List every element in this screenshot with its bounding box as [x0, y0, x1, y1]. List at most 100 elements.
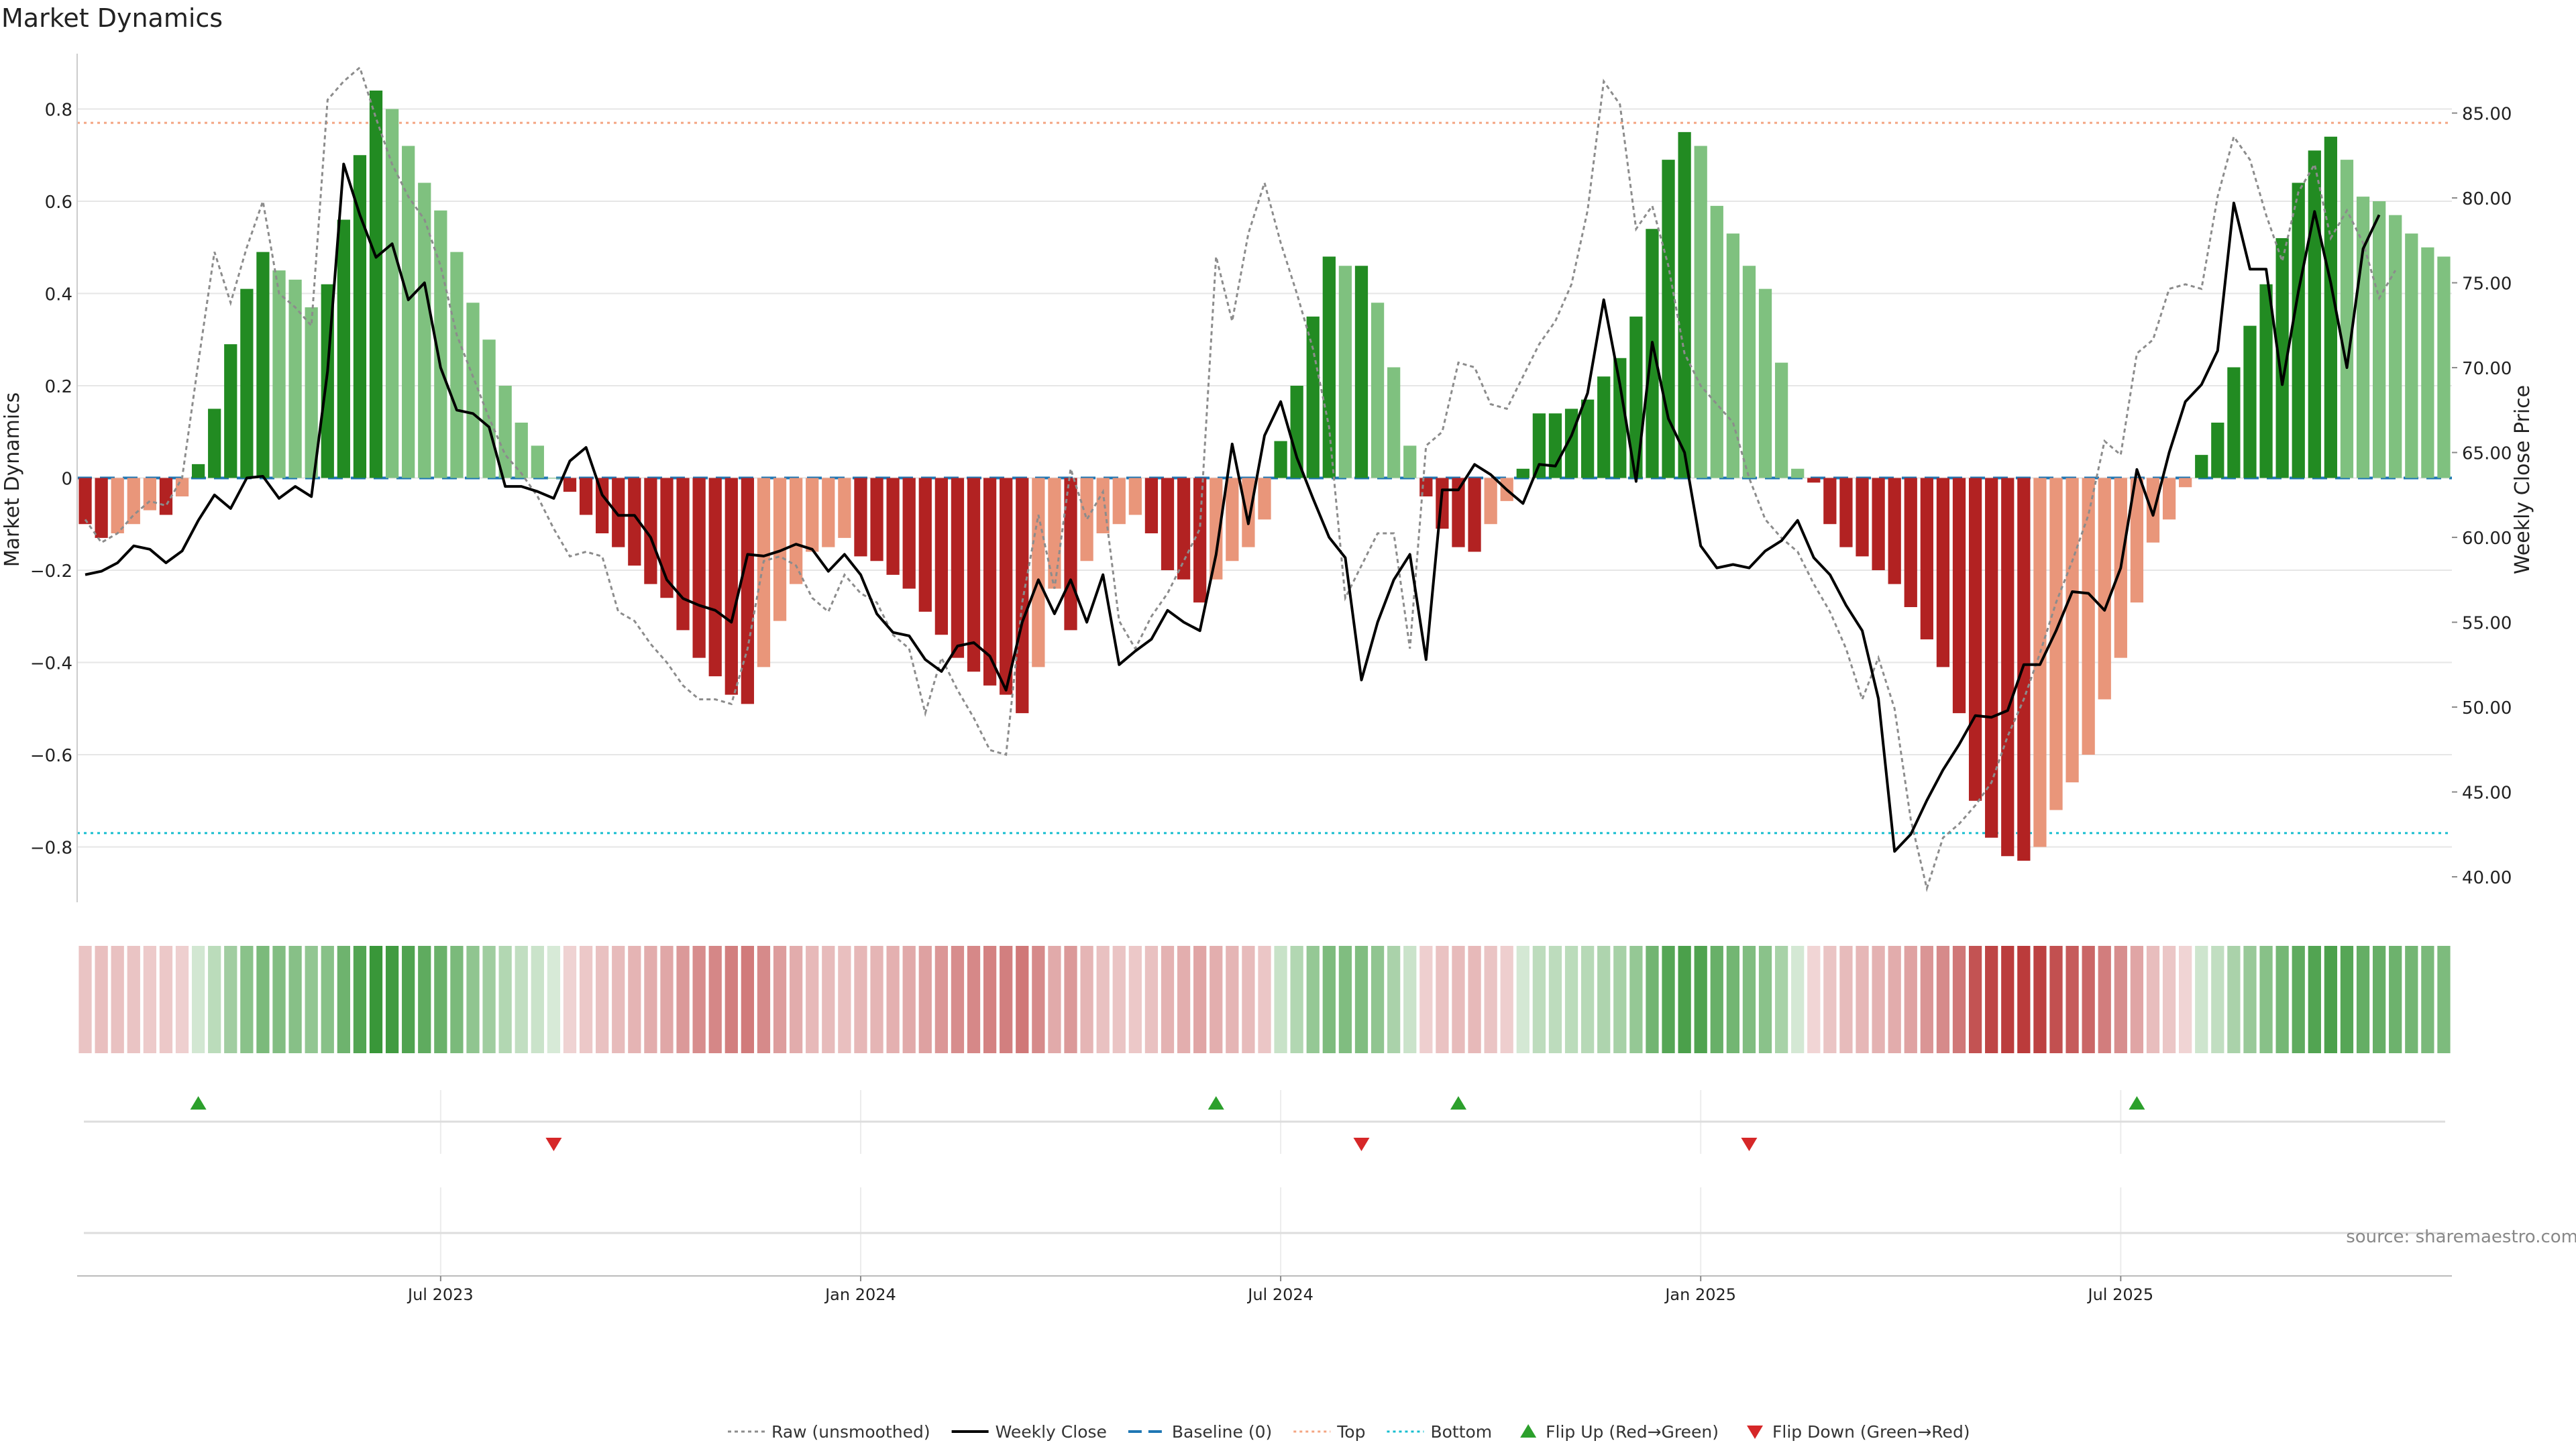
heat-cell [870, 946, 883, 1053]
heat-cell [143, 946, 156, 1053]
y-tick-label: 0 [61, 470, 72, 490]
legend-label: Raw (unsmoothed) [771, 1422, 930, 1442]
dynamics-bar [806, 478, 819, 552]
heat-cell [1936, 946, 1950, 1053]
dynamics-bar [1226, 478, 1239, 561]
y-axis: −0.8 −0.6 −0.4 −0.2 0 0.2 0.4 0.6 0.8 [30, 54, 78, 902]
heat-cell [531, 946, 544, 1053]
dynamics-bar [1758, 288, 1772, 478]
dynamics-bar [1452, 478, 1465, 547]
dynamics-bar [1807, 478, 1821, 483]
dynamics-bar [1629, 316, 1643, 478]
close-line-layer [85, 162, 2381, 853]
heat-cell [1904, 946, 1917, 1053]
dynamics-bar [1144, 478, 1159, 533]
flip-up-marker [2129, 1096, 2145, 1110]
dynamics-bar [1419, 478, 1433, 496]
heat-cell [1888, 946, 1901, 1053]
dynamics-bar [175, 478, 189, 496]
heat-cell [2098, 946, 2111, 1053]
dynamics-bar [612, 478, 625, 547]
dynamics-bar [2324, 136, 2338, 478]
heat-cell [1678, 946, 1691, 1053]
legend-label: Flip Up (Red→Green) [1546, 1422, 1719, 1442]
flip-markers [190, 1096, 2145, 1151]
dynamics-bar [418, 182, 431, 478]
dynamics-bar [1888, 478, 1901, 584]
heat-cell [1726, 946, 1739, 1053]
heat-cell [1516, 946, 1529, 1053]
dynamics-bar [1064, 478, 1077, 631]
raw-unsmoothed-line [84, 65, 2396, 893]
flip-up-marker [1450, 1096, 1466, 1110]
dynamics-bar [143, 478, 156, 511]
dynamics-bar [838, 478, 851, 538]
heat-cell [1306, 946, 1320, 1053]
legend-label: Baseline (0) [1172, 1422, 1272, 1442]
heat-cell [111, 946, 124, 1053]
dynamics-bar [1048, 478, 1061, 589]
dynamics-bar [2179, 478, 2192, 488]
heat-cell [2211, 946, 2224, 1053]
heat-cell [934, 946, 948, 1053]
dynamics-bar [2243, 325, 2257, 478]
heat-cell [2082, 946, 2095, 1053]
heat-cell [78, 946, 92, 1053]
heat-cell [2389, 946, 2402, 1053]
dynamics-bar [1548, 413, 1562, 478]
dynamics-bar [628, 478, 641, 566]
dynamics-bar [1597, 376, 1611, 478]
y2-axis: 40.00 45.00 50.00 55.00 60.00 65.00 70.00 75.00… [2452, 105, 2512, 888]
dynamics-bar [1371, 303, 1385, 478]
dynamics-bar [1112, 478, 1126, 525]
dynamics-bar [1726, 233, 1739, 478]
heat-cell [482, 946, 496, 1053]
heat-cell [1597, 946, 1611, 1053]
heat-cell [757, 946, 771, 1053]
heat-cell [1387, 946, 1401, 1053]
dynamics-bar [1872, 478, 1885, 570]
heat-cell [1436, 946, 1449, 1053]
heat-cell [886, 946, 900, 1053]
legend-item: Flip Up (Red→Green) [1520, 1422, 1719, 1442]
y-tick-label: −0.4 [30, 654, 72, 674]
heat-cell [2162, 946, 2176, 1053]
dynamics-bar [983, 478, 997, 686]
dynamics-bar [78, 478, 92, 525]
heat-cell [1128, 946, 1142, 1053]
heat-cell [1920, 946, 1933, 1053]
heat-cell [1985, 946, 1998, 1053]
dynamics-bar [1274, 441, 1287, 478]
heat-cell [1000, 946, 1013, 1053]
heat-cell [579, 946, 593, 1053]
dynamics-bar [2227, 367, 2241, 478]
dynamics-bar [886, 478, 900, 575]
legend-label: Flip Down (Green→Red) [1772, 1422, 1970, 1442]
heat-cell [208, 946, 221, 1053]
heat-cell [224, 946, 237, 1053]
heat-cell [918, 946, 932, 1053]
heat-cell [1872, 946, 1885, 1053]
dynamics-bar [1968, 478, 1982, 801]
heat-cell [1839, 946, 1853, 1053]
dynamics-bar [2275, 238, 2289, 478]
weekly-close-line [85, 162, 2381, 853]
dynamics-bar [1774, 362, 1788, 478]
y2-tick-label: 75.00 [2462, 274, 2512, 294]
heat-cell [159, 946, 173, 1053]
heat-cell [515, 946, 528, 1053]
x-tick-label: Jan 2025 [1664, 1285, 1736, 1304]
y2-tick-label: 40.00 [2462, 868, 2512, 888]
heat-cell [337, 946, 350, 1053]
heat-cell [2049, 946, 2063, 1053]
y2-tick-label: 70.00 [2462, 359, 2512, 379]
dynamics-bar [934, 478, 948, 635]
legend-item: Top [1293, 1422, 1365, 1442]
dynamics-bar [402, 146, 415, 478]
dynamics-bar [708, 478, 722, 677]
heat-cell [2130, 946, 2144, 1053]
dynamics-bar [596, 478, 609, 533]
dynamics-bar [191, 464, 205, 478]
heat-cell [612, 946, 625, 1053]
dynamics-bar [757, 478, 771, 667]
